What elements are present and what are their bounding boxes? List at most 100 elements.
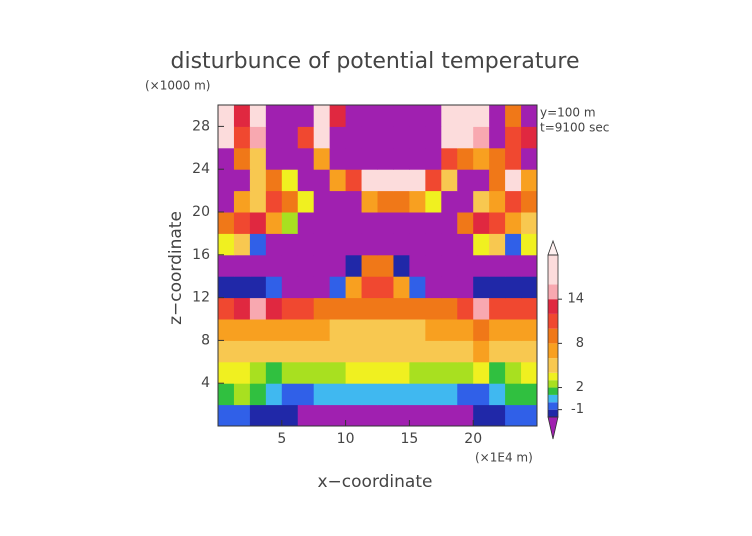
- cell: [409, 147, 426, 170]
- cell: [281, 190, 299, 213]
- cell: [265, 276, 283, 299]
- colorbar-under: [547, 416, 559, 440]
- cell: [489, 105, 506, 127]
- cell: [393, 404, 410, 427]
- cell: [489, 169, 506, 192]
- cell: [329, 276, 347, 299]
- cell: [233, 383, 251, 406]
- cell: [377, 404, 394, 427]
- cell: [218, 319, 235, 341]
- cell: [377, 361, 394, 384]
- cell: [457, 276, 474, 299]
- colorbar-segment: [548, 255, 558, 285]
- cell: [265, 383, 283, 406]
- cell: [313, 126, 331, 149]
- cell: [265, 404, 283, 427]
- cell: [313, 404, 331, 427]
- cell: [489, 383, 506, 406]
- cell: [489, 319, 506, 341]
- cell: [489, 254, 506, 277]
- cell: [345, 233, 363, 256]
- cell: [473, 212, 490, 234]
- cell: [233, 147, 251, 170]
- cell: [521, 169, 538, 192]
- x-tick-label: 20: [464, 431, 482, 447]
- cell: [265, 319, 283, 341]
- colorbar-over: [547, 239, 559, 256]
- cell: [361, 319, 378, 341]
- cell: [473, 105, 490, 127]
- cell: [505, 254, 522, 277]
- y-tick-label: 4: [201, 375, 210, 391]
- cell: [409, 126, 426, 149]
- cell: [313, 297, 331, 320]
- cell: [377, 276, 394, 299]
- cell: [265, 147, 283, 170]
- cell: [521, 190, 538, 213]
- cell: [313, 340, 331, 363]
- cell: [505, 147, 522, 170]
- cell: [313, 233, 331, 256]
- cell: [249, 254, 267, 277]
- cell: [281, 212, 299, 234]
- cell: [361, 254, 378, 277]
- cell: [249, 297, 267, 320]
- cell: [409, 212, 426, 234]
- cell: [441, 147, 458, 170]
- cell: [441, 212, 458, 234]
- cell: [313, 105, 331, 127]
- cell: [218, 340, 235, 363]
- cell: [409, 254, 426, 277]
- cell: [345, 254, 363, 277]
- x-tick-label: 5: [277, 431, 286, 447]
- cell: [393, 254, 410, 277]
- cell: [409, 361, 426, 384]
- cell: [457, 254, 474, 277]
- cell: [473, 147, 490, 170]
- cell: [425, 276, 442, 299]
- cell: [409, 319, 426, 341]
- cell: [505, 319, 522, 341]
- x-unit-label: (×1E4 m): [475, 451, 533, 465]
- cell: [345, 276, 363, 299]
- cell: [361, 361, 378, 384]
- cell: [393, 340, 410, 363]
- cell: [313, 212, 331, 234]
- cell: [521, 147, 538, 170]
- cell: [505, 383, 522, 406]
- cell: [329, 340, 347, 363]
- cell: [345, 297, 363, 320]
- colorbar-segment: [548, 284, 558, 300]
- cell: [233, 319, 251, 341]
- cell: [218, 254, 235, 277]
- colorbar-segment: [548, 358, 558, 373]
- cell: [361, 212, 378, 234]
- cell: [329, 297, 347, 320]
- y-tick-label: 20: [192, 204, 210, 220]
- cell: [361, 404, 378, 427]
- cell: [505, 404, 522, 427]
- cell: [249, 190, 267, 213]
- cell: [329, 190, 347, 213]
- cell: [505, 361, 522, 384]
- cell: [281, 319, 299, 341]
- cell: [489, 340, 506, 363]
- cell: [521, 126, 538, 149]
- cell: [393, 126, 410, 149]
- cell: [377, 297, 394, 320]
- colorbar-tick-label: 2: [576, 380, 584, 395]
- cell: [281, 383, 299, 406]
- cell: [281, 147, 299, 170]
- cell: [249, 169, 267, 192]
- cell: [313, 190, 331, 213]
- cell: [265, 212, 283, 234]
- cell: [489, 297, 506, 320]
- cell: [281, 169, 299, 192]
- cell: [425, 126, 442, 149]
- cell: [345, 383, 363, 406]
- cell: [329, 254, 347, 277]
- cell: [329, 233, 347, 256]
- y-tick-label: 8: [201, 332, 210, 348]
- cell: [218, 105, 235, 127]
- cell: [297, 169, 315, 192]
